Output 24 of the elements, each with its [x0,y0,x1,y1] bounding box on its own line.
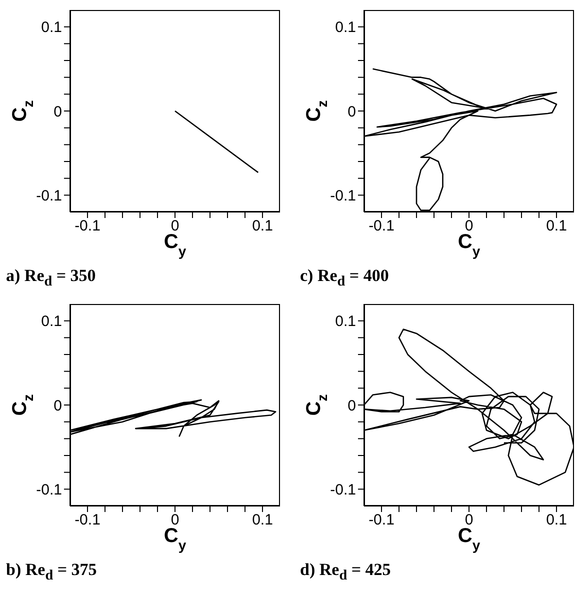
y-tick-label: 0 [348,397,356,414]
y-tick-label: 0 [54,397,62,414]
x-tick-label: 0.1 [252,512,273,529]
y-tick-label: 0.1 [335,313,356,330]
y-tick-label: -0.1 [36,481,62,498]
y-tick-label: 0 [348,103,356,120]
x-tick-label: 0.1 [546,512,567,529]
text: c) Re$_{d}$ = 400 [300,266,389,290]
y-tick-label: 0.1 [335,19,356,36]
x-tick-label: -0.1 [368,512,394,529]
y-tick-label: 0.1 [41,19,62,36]
x-tick-label: 0.1 [546,218,567,235]
y-tick-label: -0.1 [330,481,356,498]
text: b) Re$_{d}$ = 375 [6,560,97,584]
text: d) Re$_{d}$ = 425 [300,560,391,584]
text: a) Re$_{d}$ = 350 [6,266,96,290]
x-tick-label: 0.1 [252,218,273,235]
y-tick-label: 0 [54,103,62,120]
x-tick-label: -0.1 [74,512,100,529]
y-tick-label: -0.1 [330,187,356,204]
y-tick-label: 0.1 [41,313,62,330]
x-tick-label: -0.1 [74,218,100,235]
y-tick-label: -0.1 [36,187,62,204]
x-tick-label: -0.1 [368,218,394,235]
